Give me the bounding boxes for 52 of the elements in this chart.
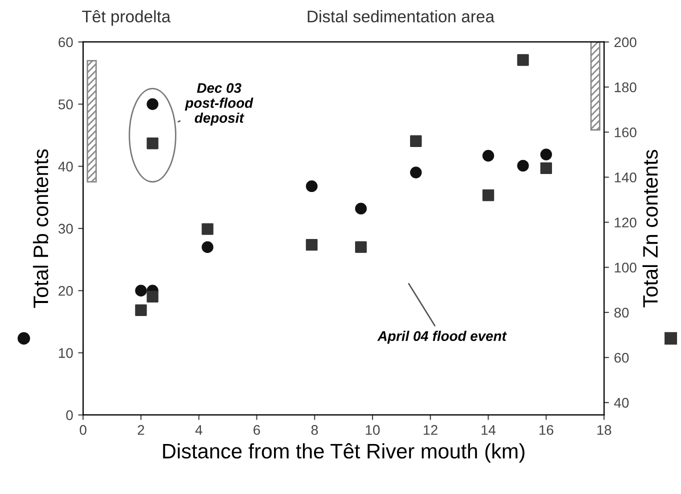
annotation: April 04 flood event xyxy=(377,330,507,344)
y-axis-title: Total Pb contents xyxy=(32,149,48,308)
x-axis-title: Distance from the Têt River mouth (km) xyxy=(163,443,524,463)
point xyxy=(410,166,422,178)
point xyxy=(482,150,494,162)
y-tick-label: 0 xyxy=(66,410,73,420)
point xyxy=(202,241,214,253)
y2-tick-label: 180 xyxy=(614,82,636,92)
y-tick-label: 40 xyxy=(58,162,73,172)
y2-tick-label: 40 xyxy=(614,398,629,408)
x-tick-label: 6 xyxy=(254,425,260,435)
x-tick-label: 10 xyxy=(366,425,380,435)
x-tick-label: 8 xyxy=(311,425,318,435)
point xyxy=(135,284,147,296)
point xyxy=(482,189,494,202)
point xyxy=(517,160,529,172)
x-tick-label: 16 xyxy=(539,425,554,435)
x-tick-label: 4 xyxy=(195,425,202,435)
point xyxy=(202,223,214,235)
x-tick-label: 12 xyxy=(424,425,438,435)
y-tick-label: 20 xyxy=(58,286,73,296)
y2-tick-label: 160 xyxy=(614,127,636,138)
y-tick-label: 10 xyxy=(58,348,73,358)
point xyxy=(540,162,552,174)
y-tick-label: 60 xyxy=(58,37,73,48)
x-tick-label: 0 xyxy=(80,425,86,435)
y-tick-label: 50 xyxy=(58,99,73,110)
y2-tick-label: 60 xyxy=(614,352,629,363)
point xyxy=(146,290,158,302)
point xyxy=(306,180,318,192)
point xyxy=(540,148,552,160)
point xyxy=(517,54,529,66)
x-tick-label: 18 xyxy=(597,425,612,435)
point xyxy=(146,98,158,110)
point xyxy=(410,135,422,147)
text: Têt prodelta xyxy=(82,10,171,26)
point xyxy=(306,238,318,251)
y2-tick-label: 80 xyxy=(614,308,629,318)
point xyxy=(355,202,367,214)
annotation: Dec 03 post-flood deposit xyxy=(184,83,254,126)
text: Distal sedimentation area xyxy=(308,10,495,22)
point xyxy=(355,241,367,253)
y2-tick-label: 100 xyxy=(614,262,636,273)
y2-tick-label: 120 xyxy=(614,218,636,228)
y2-axis-title: Total Zn contents xyxy=(642,150,658,308)
point xyxy=(146,138,158,150)
x-tick-label: 2 xyxy=(138,425,144,435)
y2-tick-label: 140 xyxy=(614,172,636,182)
y-tick-label: 30 xyxy=(58,224,73,234)
y2-tick-label: 200 xyxy=(614,37,636,48)
x-tick-label: 14 xyxy=(482,425,496,435)
point xyxy=(135,304,147,316)
